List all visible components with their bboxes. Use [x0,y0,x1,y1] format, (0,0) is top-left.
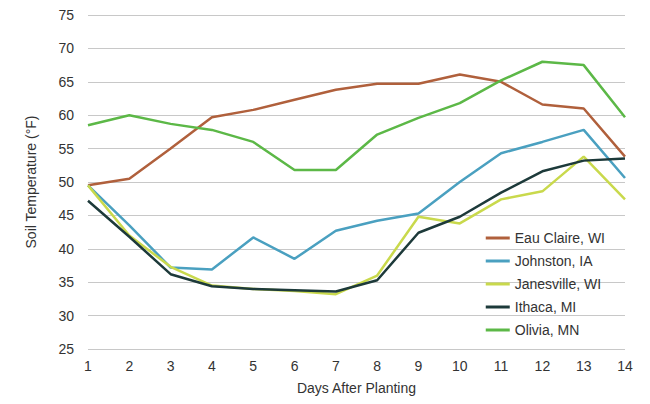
svg-text:60: 60 [58,107,74,123]
svg-text:Ithaca, MI: Ithaca, MI [515,299,576,315]
svg-text:Johnston, IA: Johnston, IA [515,253,593,269]
svg-text:7: 7 [332,358,340,374]
svg-text:Soil Temperature (°F): Soil Temperature (°F) [23,116,39,249]
svg-text:1: 1 [84,358,92,374]
svg-text:Janesville, WI: Janesville, WI [515,276,601,292]
svg-text:8: 8 [373,358,381,374]
svg-text:Eau Claire, WI: Eau Claire, WI [515,230,605,246]
svg-text:35: 35 [58,274,74,290]
svg-text:14: 14 [617,358,633,374]
svg-text:12: 12 [535,358,551,374]
svg-text:4: 4 [208,358,216,374]
svg-text:3: 3 [167,358,175,374]
svg-text:2: 2 [125,358,133,374]
svg-text:13: 13 [576,358,592,374]
svg-text:50: 50 [58,174,74,190]
svg-text:55: 55 [58,141,74,157]
svg-text:5: 5 [249,358,257,374]
svg-text:6: 6 [291,358,299,374]
svg-text:Olivia, MN: Olivia, MN [515,322,580,338]
svg-text:11: 11 [494,358,509,374]
svg-text:10: 10 [452,358,468,374]
svg-text:65: 65 [58,74,74,90]
svg-text:25: 25 [58,341,74,357]
svg-text:Days After Planting: Days After Planting [297,380,416,396]
svg-text:75: 75 [58,7,74,23]
svg-text:30: 30 [58,308,74,324]
svg-text:45: 45 [58,207,74,223]
svg-text:70: 70 [58,40,74,56]
svg-text:9: 9 [415,358,423,374]
svg-text:40: 40 [58,241,74,257]
